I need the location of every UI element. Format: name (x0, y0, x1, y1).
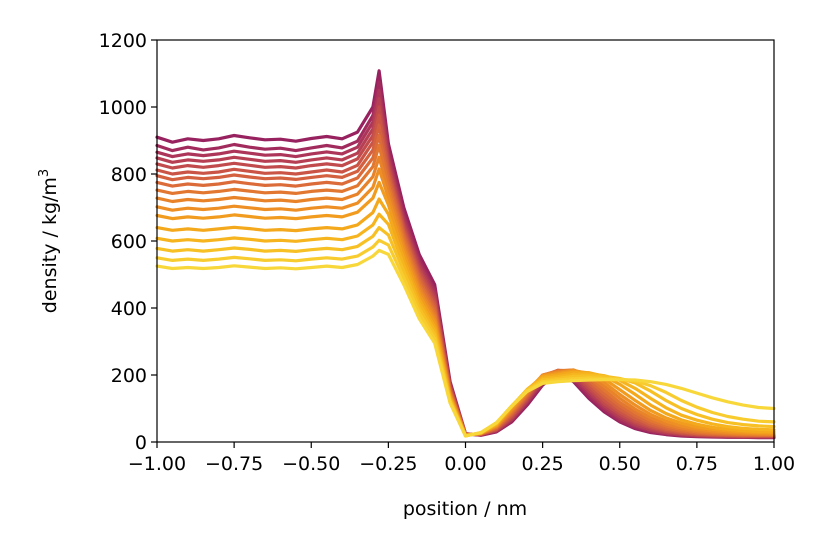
x-axis-label: position / nm (403, 498, 527, 520)
series-line-3 (155, 88, 776, 439)
y-tick-label: 600 (111, 231, 147, 253)
x-tick-label: −0.75 (205, 453, 263, 475)
y-axis-ticks: 0 200 400 600 800 1000 1200 (99, 30, 157, 454)
x-tick-label: 1.00 (753, 453, 795, 475)
series-line-9 (155, 143, 776, 437)
x-tick-label: 0.25 (521, 453, 563, 475)
series-line-12 (155, 180, 776, 437)
y-axis-label-superscript: 3 (37, 169, 52, 177)
series-line-16 (155, 238, 776, 438)
series-line-14 (155, 212, 776, 438)
y-tick-label: 200 (111, 365, 147, 387)
x-axis-ticks: −1.00 −0.75 −0.50 −0.25 0.00 0.25 0.50 0.75 1.00 (128, 442, 795, 475)
y-tick-label: 1200 (99, 30, 147, 52)
y-tick-label: 0 (135, 432, 147, 454)
series-line-8 (155, 133, 776, 437)
y-tick-label: 800 (111, 164, 147, 186)
x-tick-label: 0.00 (444, 453, 486, 475)
x-tick-label: −0.50 (282, 453, 340, 475)
plot-lines (155, 69, 776, 440)
y-tick-label: 400 (111, 298, 147, 320)
series-line-11 (155, 167, 776, 437)
x-tick-label: −1.00 (128, 453, 186, 475)
y-tick-label: 1000 (99, 97, 147, 119)
x-tick-label: 0.50 (599, 453, 641, 475)
x-tick-label: 0.75 (676, 453, 718, 475)
y-axis-label: density / kg/m3 (37, 169, 61, 313)
series-line-10 (155, 155, 776, 437)
series-line-1 (155, 69, 776, 440)
plot-frame (156, 39, 775, 443)
y-axis-label-base: density / kg/m (39, 177, 61, 313)
x-tick-label: −0.25 (359, 453, 417, 475)
series-line-17 (155, 248, 776, 438)
